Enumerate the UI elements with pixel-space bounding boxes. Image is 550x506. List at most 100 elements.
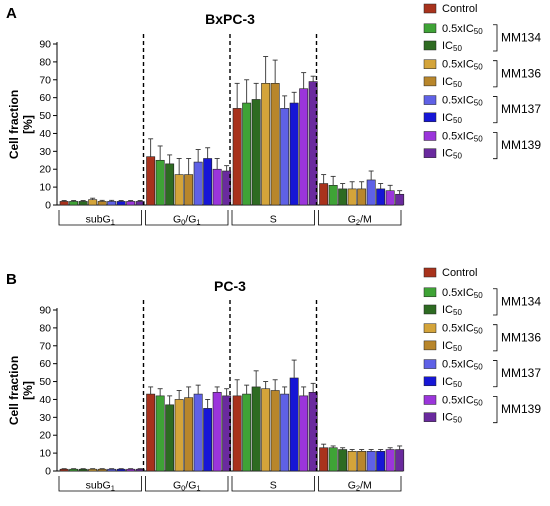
legend-label-sub: 50: [474, 327, 483, 336]
bar-G2/M-4: [357, 451, 367, 472]
bar-G2/M-8: [395, 193, 405, 206]
bar-S-5: [280, 393, 290, 472]
legend-label: 0.5xIC50: [442, 359, 483, 372]
bar-subG1-0: [59, 201, 69, 206]
y-tick-label: 50: [39, 110, 51, 122]
bar-S-3: [261, 83, 271, 206]
bar-G0/G1-7: [212, 391, 222, 472]
bar-subG1-5: [107, 201, 117, 206]
legend-label-sub: 50: [453, 116, 462, 125]
y-tick-label: 30: [39, 412, 51, 424]
legend-swatch: [423, 40, 437, 51]
y-tick-label: 80: [39, 322, 51, 334]
bar-subG1-1: [69, 468, 79, 472]
legend-label-sub: 50: [474, 363, 483, 372]
bar-G2/M-6: [376, 188, 386, 206]
x-tick-label-part: /G: [185, 214, 196, 226]
y-tick-label: 90: [39, 305, 51, 317]
legend-swatch: [423, 59, 437, 69]
x-tick-label: G2/M: [348, 214, 372, 227]
bar-G0/G1-3: [174, 399, 184, 472]
legend-label-part: IC: [442, 340, 453, 352]
legend-label: IC50: [442, 412, 462, 425]
category-bracket: [58, 210, 142, 226]
bar-G2/M-6: [376, 451, 386, 472]
bar-G2/M-8: [395, 449, 405, 472]
y-tick-label: 60: [39, 92, 51, 104]
legend-label: IC50: [442, 40, 462, 53]
x-tick-label: G2/M: [348, 480, 372, 493]
category-bracket: [231, 476, 315, 492]
bar-G2/M-7: [385, 449, 395, 472]
legend-label-part: 0.5xIC: [442, 287, 474, 299]
y-tick-label: 10: [39, 182, 51, 194]
legend-swatch: [423, 76, 437, 87]
bar-subG1-3: [88, 468, 98, 472]
y-tick-label: 40: [39, 394, 51, 406]
bar-G0/G1-3: [174, 174, 184, 206]
bar-subG1-1: [69, 201, 79, 206]
legend-label-control: Control: [442, 267, 477, 279]
bar-subG1-6: [116, 201, 126, 206]
bar-S-6: [289, 377, 299, 472]
legend-label-part: 0.5xIC: [442, 323, 474, 335]
bar-G2/M-5: [366, 179, 376, 206]
legend-label-sub: 50: [474, 134, 483, 143]
legend-group-label: MM137: [501, 366, 541, 380]
bar-G2/M-0: [319, 447, 329, 472]
x-tick-label-sub: 0: [181, 484, 185, 493]
x-tick-label: S: [270, 214, 277, 226]
bar-S-0: [232, 395, 242, 472]
bar-S-7: [299, 395, 309, 472]
legend-group-label: MM137: [501, 102, 541, 116]
bar-G0/G1-4: [184, 174, 194, 206]
legend: Control0.5xIC50IC50MM1340.5xIC50IC50MM13…: [423, 267, 541, 425]
x-tick-label-sub: 1: [111, 218, 115, 227]
legend-label-sub: 50: [453, 308, 462, 317]
y-tick-label: 80: [39, 56, 51, 68]
bar-G0/G1-7: [212, 168, 222, 206]
legend-swatch: [423, 340, 437, 351]
legend-group-bracket: [493, 360, 498, 388]
bar-S-6: [289, 102, 299, 206]
x-tick-label-part: /M: [360, 214, 372, 226]
panel-letter: B: [6, 271, 17, 288]
chart-title: BxPC-3: [205, 11, 255, 27]
legend-label-sub: 50: [453, 380, 462, 389]
category-bracket: [145, 210, 229, 226]
x-tick-label-part: /G: [185, 480, 196, 492]
legend-group-bracket: [493, 24, 498, 52]
legend-label-sub: 50: [474, 398, 483, 407]
x-tick-label-part: subG: [86, 214, 111, 226]
bar-subG1-6: [116, 468, 126, 472]
x-tick-label: G0/G1: [173, 480, 201, 493]
bar-S-1: [242, 102, 252, 206]
y-tick-label: 10: [39, 448, 51, 460]
bar-subG1-3: [88, 199, 98, 206]
y-tick-label: 30: [39, 146, 51, 158]
x-tick-label-sub: 1: [111, 484, 115, 493]
legend-swatch: [423, 131, 437, 141]
category-bracket: [231, 210, 315, 226]
legend-label: 0.5xIC50: [442, 323, 483, 336]
y-tick-label: 20: [39, 164, 51, 176]
y-axis-label: Cell fraction [%]: [7, 356, 35, 425]
x-tick-label-part: G: [173, 480, 181, 492]
x-tick-label-part: G: [348, 480, 356, 492]
y-tick-label: 40: [39, 128, 51, 140]
y-tick-label: 70: [39, 340, 51, 352]
legend-label-part: IC: [442, 112, 453, 124]
legend-group-bracket: [493, 324, 498, 352]
legend-label-part: IC: [442, 304, 453, 316]
bar-S-4: [270, 390, 280, 472]
legend-label-part: 0.5xIC: [442, 130, 474, 142]
bar-G0/G1-5: [193, 161, 203, 206]
y-axis-label-line1: Cell fraction: [7, 90, 21, 159]
legend-label-part: 0.5xIC: [442, 394, 474, 406]
bar-S-0: [232, 108, 242, 206]
bar-G0/G1-0: [146, 156, 156, 206]
y-axis-label-line2: [%]: [21, 115, 35, 134]
x-tick-label-sub: 2: [356, 218, 360, 227]
legend-swatch: [423, 112, 437, 123]
